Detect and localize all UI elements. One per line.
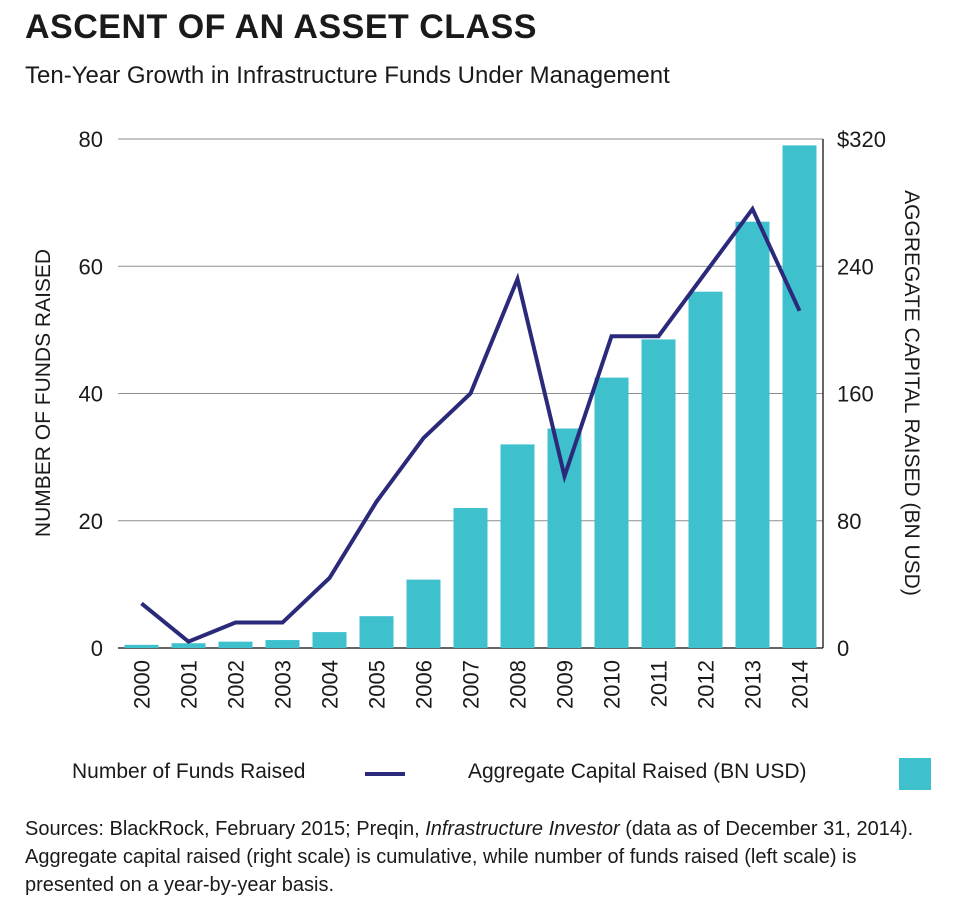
x-tick-label: 2007 [459, 660, 484, 709]
x-tick-label: 2004 [318, 660, 343, 709]
bar-2003 [265, 640, 300, 648]
bar-2005 [359, 616, 394, 648]
left-tick-label: 20 [79, 509, 103, 534]
bar-2007 [453, 508, 488, 648]
line-series [140, 205, 802, 644]
bar-2010 [594, 377, 629, 648]
bar-2009 [547, 428, 582, 648]
right-tick-label: $320 [837, 127, 886, 152]
bar-2011 [641, 339, 676, 648]
left-tick-label: 60 [79, 254, 103, 279]
bar-series [124, 145, 817, 649]
x-tick-label: 2000 [130, 660, 155, 709]
x-tick-label: 2010 [600, 660, 625, 709]
x-tick-label: 2009 [553, 660, 578, 709]
right-tick-label: 240 [837, 254, 874, 279]
left-axis-title: NUMBER OF FUNDS RAISED [32, 249, 55, 537]
bar-2006 [406, 579, 441, 648]
right-axis-title: AGGREGATE CAPITAL RAISED (BN USD) [900, 190, 923, 596]
source-prefix: Sources: BlackRock, February 2015; Preqi… [25, 818, 426, 840]
bar-2000 [124, 644, 159, 648]
legend-line-swatch [365, 772, 405, 776]
bar-2013 [735, 221, 770, 648]
bar-2001 [171, 643, 206, 648]
x-tick-label: 2012 [694, 660, 719, 709]
x-axis-ticks: 2000 2001 2002 2003 2004 2005 2006 2007 2008 2009… [130, 660, 813, 709]
source-suffix: (data as of December 31, 2014). Aggregat… [25, 818, 914, 896]
x-tick-label: 2013 [741, 660, 766, 709]
bar-2012 [688, 291, 723, 648]
x-tick-label: 2014 [788, 660, 813, 709]
bar-2004 [312, 632, 347, 648]
left-tick-label: 0 [91, 636, 103, 661]
left-axis-ticks: 0 20 40 60 80 [79, 127, 103, 661]
chart-title: ASCENT OF AN ASSET CLASS [25, 8, 537, 46]
x-tick-label: 2011 [647, 660, 672, 707]
x-tick-label: 2001 [177, 660, 202, 709]
right-tick-label: 160 [837, 382, 874, 407]
right-tick-label: 80 [837, 509, 861, 534]
bar-2002 [218, 641, 253, 648]
left-tick-label: 80 [79, 127, 103, 152]
x-tick-label: 2008 [506, 660, 531, 709]
right-tick-label: 0 [837, 636, 849, 661]
combo-chart: 0 20 40 60 80 0 80 160 240 $320 2000 2001 2002 2003… [32, 127, 923, 709]
bar-2008 [500, 444, 535, 648]
x-tick-label: 2006 [412, 660, 437, 709]
x-tick-label: 2005 [365, 660, 390, 709]
x-tick-label: 2002 [224, 660, 249, 709]
source-italic: Infrastructure Investor [425, 818, 620, 840]
right-axis-ticks: 0 80 160 240 $320 [837, 127, 886, 661]
left-tick-label: 40 [79, 382, 103, 407]
bar-2014 [782, 145, 817, 649]
legend-bar-label: Aggregate Capital Raised (BN USD) [468, 760, 807, 783]
legend-bar-swatch [899, 758, 931, 790]
source-note: Sources: BlackRock, February 2015; Preqi… [25, 815, 945, 899]
legend-line-label: Number of Funds Raised [72, 760, 306, 783]
chart-subtitle: Ten-Year Growth in Infrastructure Funds … [25, 62, 670, 89]
legend: Number of Funds Raised Aggregate Capital… [72, 758, 942, 792]
x-tick-label: 2003 [271, 660, 296, 709]
